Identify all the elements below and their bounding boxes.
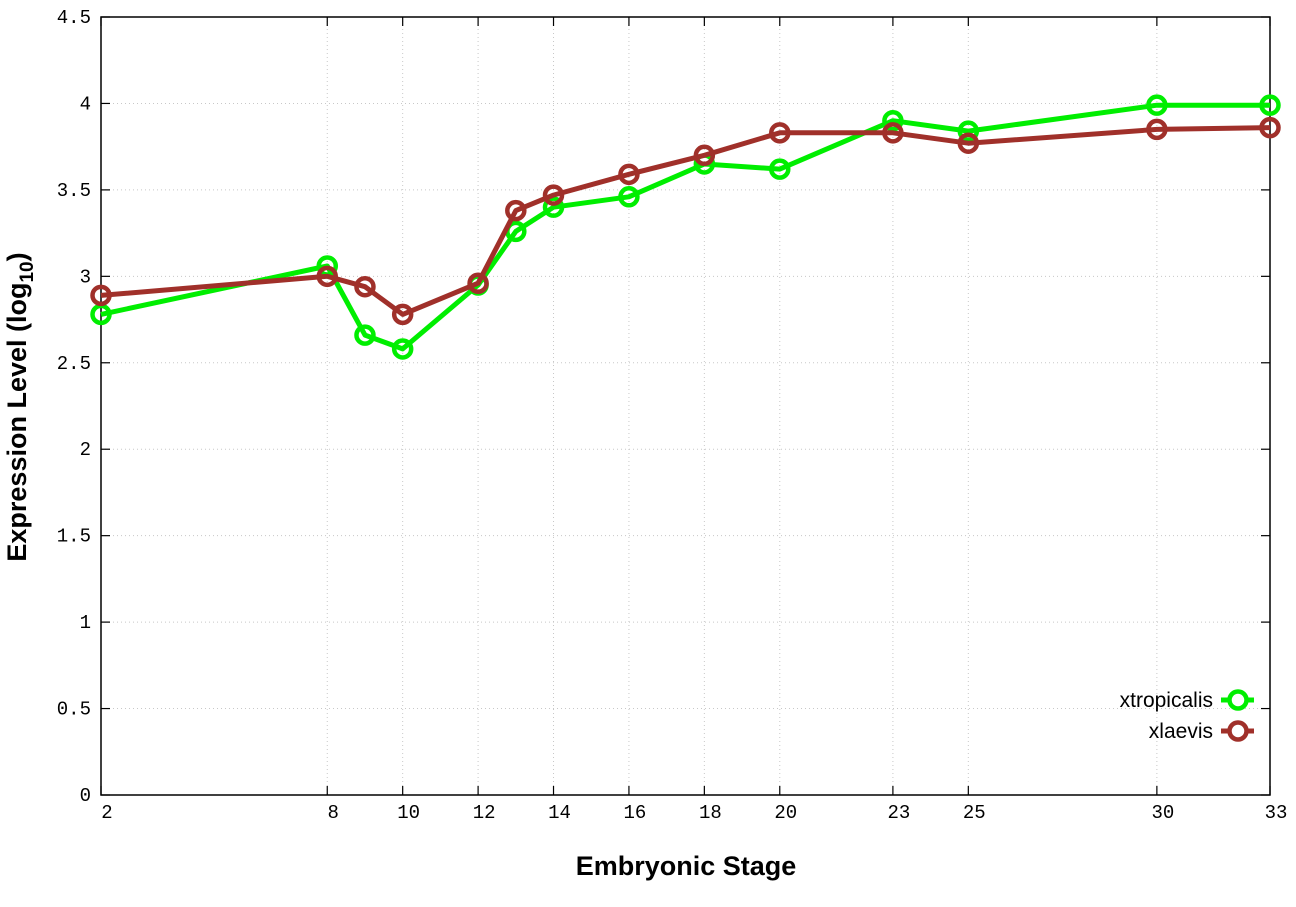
data-point-xlaevis	[769, 122, 791, 144]
x-tick-label: 10	[397, 802, 420, 824]
data-point-xtropicalis	[769, 158, 791, 180]
y-axis-title-subscript: 10	[17, 261, 38, 282]
y-tick-label: 1.5	[57, 526, 91, 548]
x-tick-label: 14	[548, 802, 571, 824]
data-point-xlaevis	[882, 122, 904, 144]
data-point-xlaevis	[354, 275, 376, 298]
y-axis-title: Expression Level (log10)	[2, 252, 38, 561]
y-axis-title-main: Expression Level (log	[2, 283, 32, 562]
legend-label: xtropicalis	[1120, 689, 1213, 712]
data-point-xlaevis	[957, 132, 980, 154]
y-tick-label: 3.5	[57, 180, 91, 202]
x-tick-label: 16	[624, 802, 647, 824]
plot-area-frame	[100, 16, 1271, 796]
x-tick-label: 12	[473, 802, 496, 824]
legend-item-xlaevis: xlaevis	[1149, 720, 1254, 743]
legend-swatch-marker	[1227, 720, 1249, 742]
x-tick-label: 18	[699, 802, 722, 824]
data-point-xlaevis	[1259, 116, 1281, 139]
data-point-xtropicalis	[957, 120, 980, 142]
series-lines	[90, 94, 1281, 360]
data-point-xlaevis	[316, 265, 339, 288]
data-point-xlaevis	[1146, 118, 1168, 141]
data-point-xlaevis	[618, 163, 640, 186]
data-point-xlaevis	[391, 303, 414, 326]
y-tick-label: 4.5	[57, 7, 91, 29]
y-tick-label: 2.5	[57, 353, 91, 375]
legend: xtropicalis xlaevis	[1120, 689, 1254, 743]
y-tick-label: 0	[80, 785, 91, 807]
x-tick-label: 23	[887, 802, 910, 824]
y-tick-label: 1	[80, 612, 91, 634]
series-line-xlaevis	[100, 125, 1271, 317]
x-axis-title: Embryonic Stage	[576, 851, 797, 881]
x-tick-label: 2	[101, 802, 112, 824]
series-xlaevis	[90, 116, 1281, 326]
data-point-xtropicalis	[1146, 94, 1168, 116]
legend-label: xlaevis	[1149, 720, 1213, 743]
y-tick-label: 2	[80, 439, 91, 461]
data-point-xlaevis	[542, 184, 565, 206]
legend-item-xtropicalis: xtropicalis	[1120, 689, 1254, 712]
x-tick-label: 33	[1265, 802, 1288, 824]
data-point-xlaevis	[467, 272, 489, 294]
data-point-xtropicalis	[618, 186, 640, 208]
grid-lines	[101, 17, 1270, 795]
axis-ticks: 0 0.5 1 1.5 2 2.5 3 3.5 4 4.5 2 8 10 12 14 16 18 20 23 25 30…	[57, 7, 1288, 824]
data-point-xlaevis	[505, 199, 527, 222]
legend-swatch-marker	[1227, 689, 1249, 711]
data-point-xtropicalis	[354, 324, 376, 346]
y-tick-label: 3	[80, 266, 91, 288]
x-tick-label: 30	[1151, 802, 1174, 824]
y-tick-label: 4	[80, 93, 91, 115]
y-tick-label: 0.5	[57, 699, 91, 721]
data-point-xtropicalis	[391, 338, 414, 360]
data-point-xtropicalis	[1259, 94, 1281, 116]
x-tick-label: 8	[328, 802, 339, 824]
x-tick-label: 25	[963, 802, 986, 824]
data-point-xlaevis	[90, 284, 112, 307]
y-axis-title-close: )	[2, 252, 32, 261]
data-point-xtropicalis	[542, 196, 565, 218]
data-point-xtropicalis	[882, 109, 904, 132]
x-tick-label: 20	[774, 802, 797, 824]
data-point-xlaevis	[693, 144, 716, 167]
series-line-xtropicalis	[100, 102, 1270, 352]
